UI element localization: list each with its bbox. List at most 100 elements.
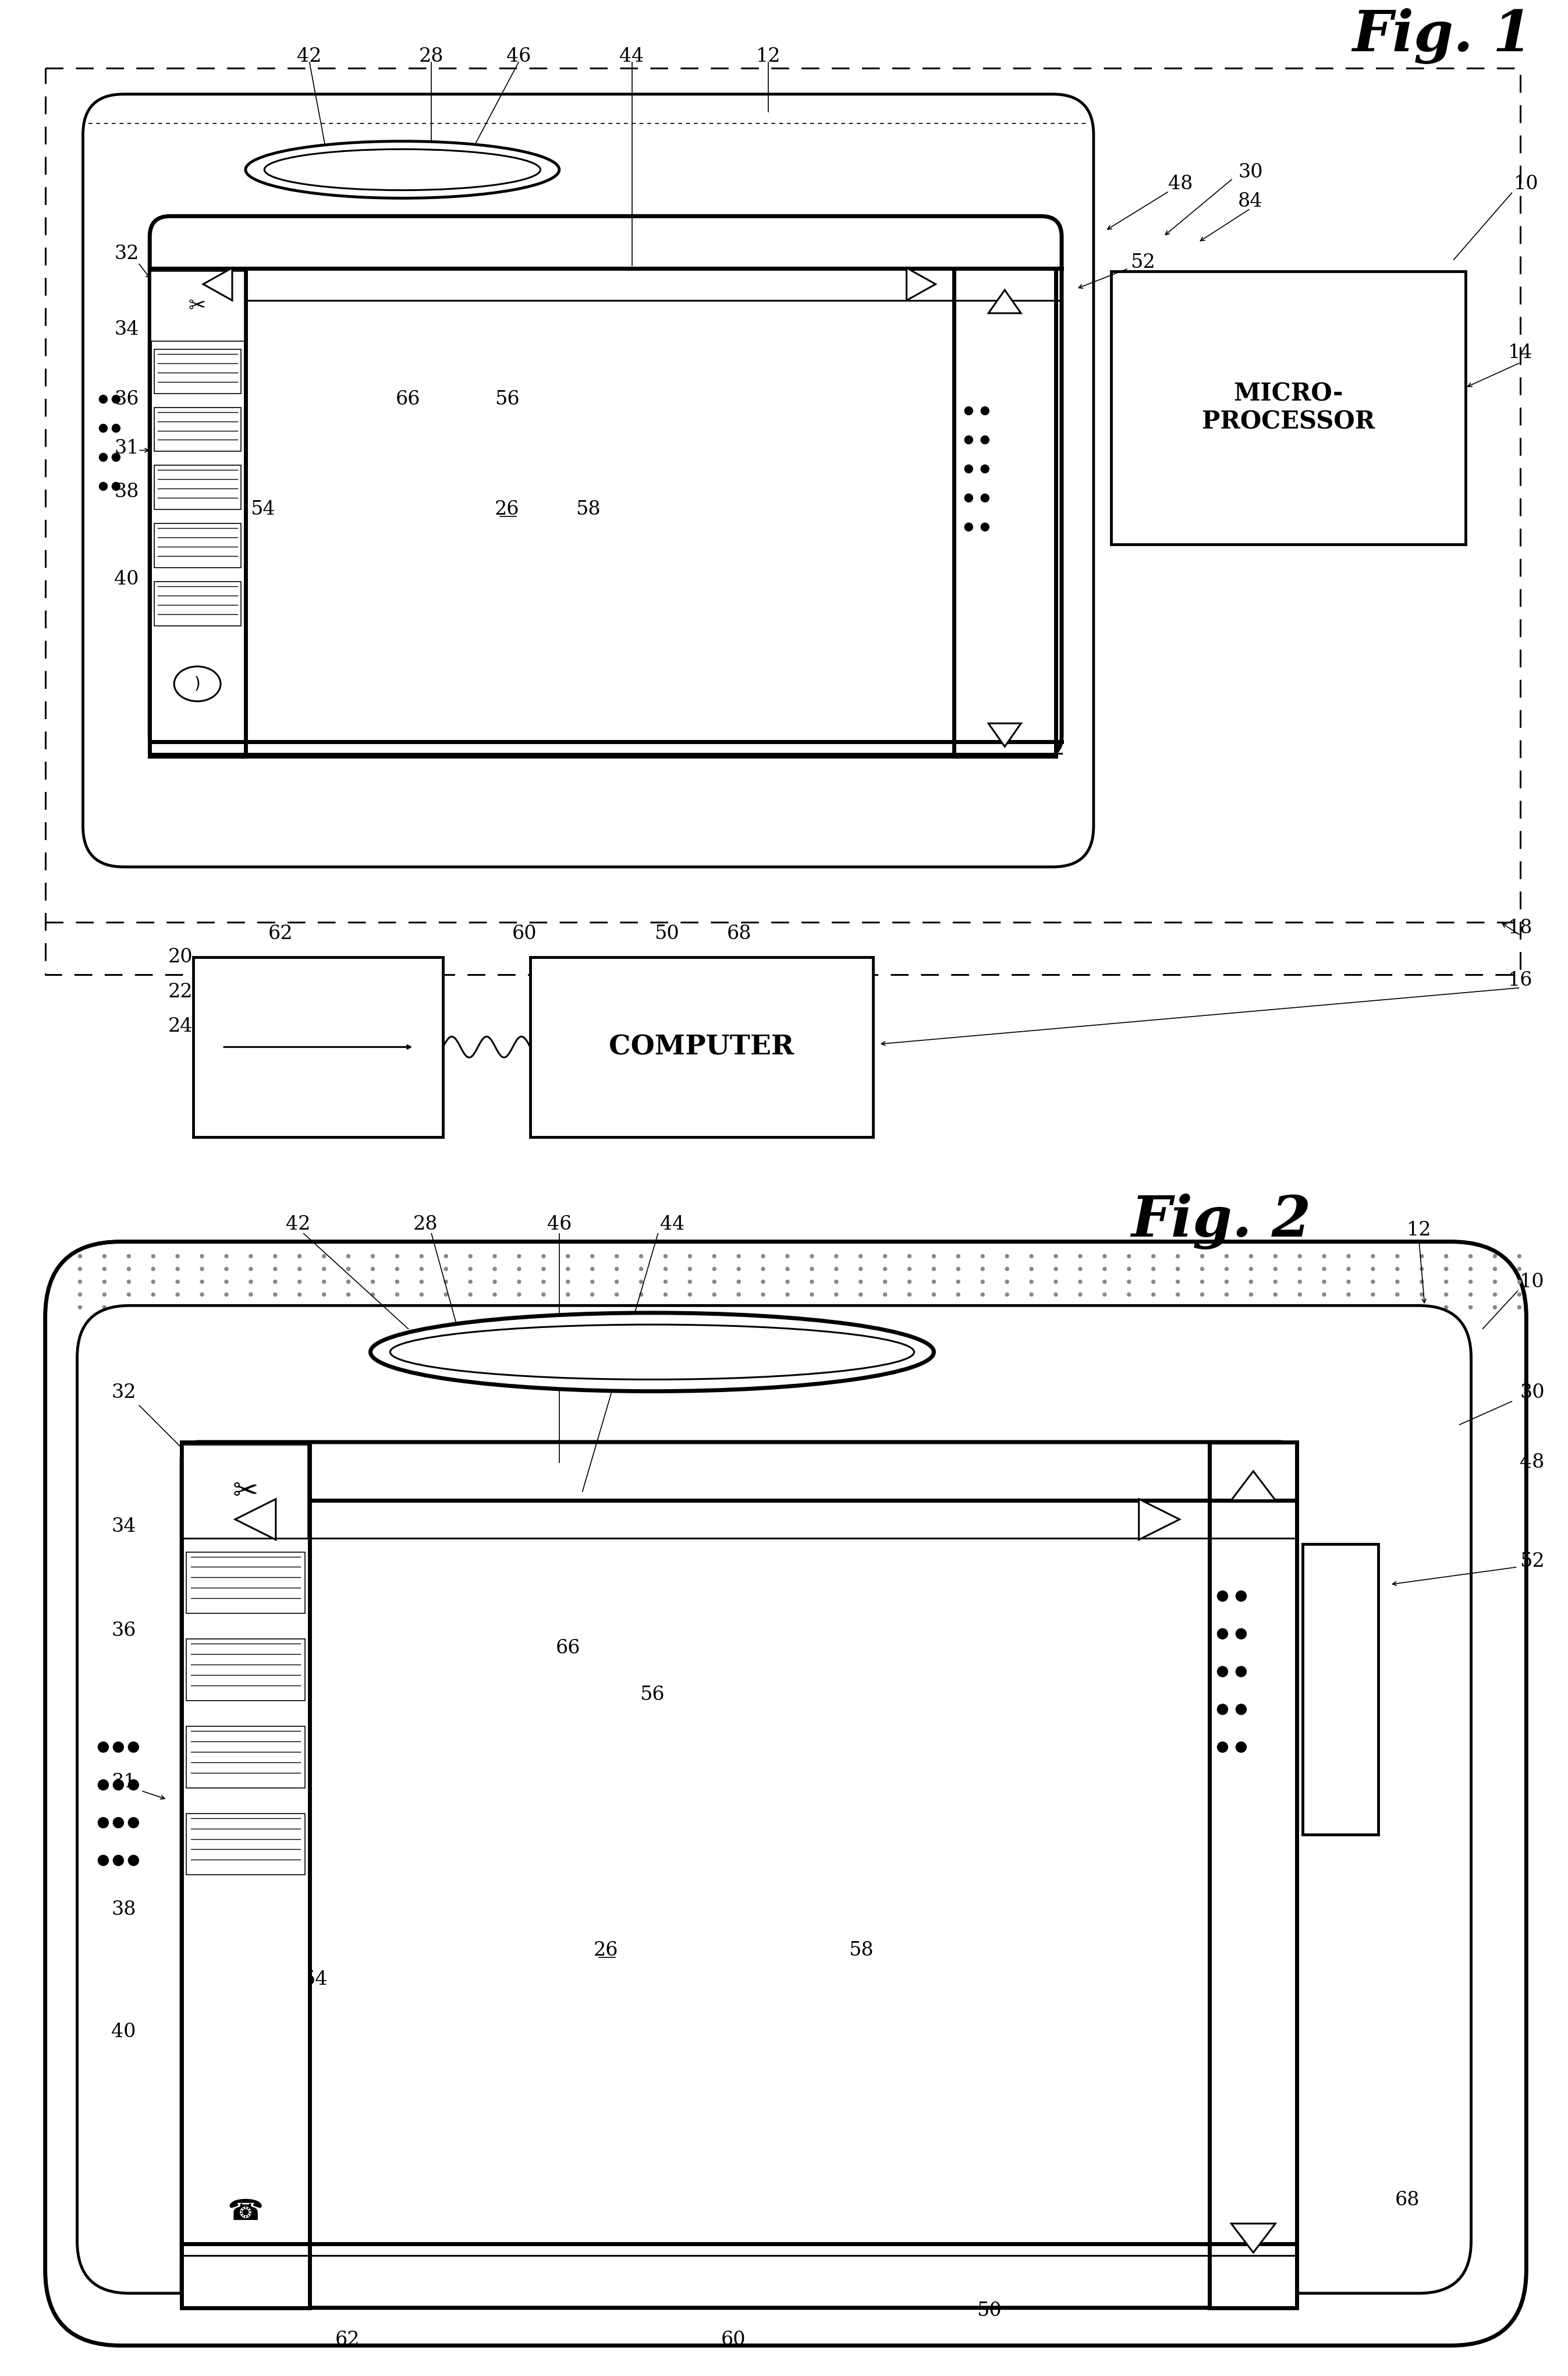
Text: 50: 50 bbox=[654, 924, 679, 943]
Circle shape bbox=[298, 1281, 301, 1283]
Circle shape bbox=[420, 1266, 423, 1271]
Text: 42: 42 bbox=[296, 48, 321, 67]
Text: 66: 66 bbox=[395, 390, 420, 409]
Circle shape bbox=[298, 1255, 301, 1257]
Circle shape bbox=[1127, 1293, 1131, 1297]
Circle shape bbox=[1102, 1266, 1107, 1271]
Circle shape bbox=[323, 1255, 326, 1257]
Text: 58: 58 bbox=[848, 1941, 873, 1960]
Circle shape bbox=[956, 1304, 960, 1309]
Circle shape bbox=[615, 1255, 618, 1257]
Circle shape bbox=[395, 1255, 398, 1257]
Circle shape bbox=[1176, 1304, 1179, 1309]
Circle shape bbox=[543, 1304, 546, 1309]
Circle shape bbox=[1273, 1281, 1276, 1283]
Text: 56: 56 bbox=[640, 1685, 665, 1704]
Circle shape bbox=[372, 1281, 375, 1283]
Circle shape bbox=[566, 1255, 569, 1257]
Circle shape bbox=[1201, 1304, 1204, 1309]
Circle shape bbox=[712, 1255, 717, 1257]
Circle shape bbox=[517, 1304, 521, 1309]
Circle shape bbox=[1396, 1255, 1399, 1257]
Text: 44: 44 bbox=[619, 48, 644, 67]
Circle shape bbox=[444, 1281, 448, 1283]
Circle shape bbox=[566, 1304, 569, 1309]
Circle shape bbox=[1347, 1293, 1350, 1297]
Bar bbox=[154, 349, 241, 394]
Text: 31: 31 bbox=[111, 1772, 136, 1792]
Circle shape bbox=[859, 1304, 862, 1309]
Circle shape bbox=[1347, 1304, 1350, 1309]
Circle shape bbox=[1444, 1266, 1447, 1271]
Circle shape bbox=[1225, 1293, 1228, 1297]
Circle shape bbox=[420, 1281, 423, 1283]
Circle shape bbox=[1298, 1266, 1301, 1271]
Circle shape bbox=[444, 1293, 448, 1297]
Text: Fig. 2: Fig. 2 bbox=[1132, 1193, 1311, 1250]
Circle shape bbox=[1201, 1255, 1204, 1257]
Circle shape bbox=[786, 1255, 789, 1257]
Circle shape bbox=[640, 1281, 643, 1283]
Text: 30: 30 bbox=[1239, 164, 1262, 183]
Circle shape bbox=[152, 1266, 155, 1271]
Circle shape bbox=[1421, 1255, 1424, 1257]
Circle shape bbox=[492, 1293, 497, 1297]
Ellipse shape bbox=[174, 665, 221, 701]
Circle shape bbox=[964, 406, 972, 416]
Text: ☎: ☎ bbox=[227, 2198, 263, 2226]
Text: COMPUTER: COMPUTER bbox=[608, 1034, 793, 1060]
Circle shape bbox=[1372, 1304, 1375, 1309]
Text: 32: 32 bbox=[114, 245, 140, 264]
Circle shape bbox=[1396, 1281, 1399, 1283]
Text: 60: 60 bbox=[721, 2331, 746, 2350]
Circle shape bbox=[1030, 1281, 1033, 1283]
Circle shape bbox=[1298, 1281, 1301, 1283]
Polygon shape bbox=[1231, 2224, 1275, 2252]
FancyBboxPatch shape bbox=[182, 1442, 1297, 2307]
Circle shape bbox=[176, 1266, 179, 1271]
Circle shape bbox=[931, 1266, 936, 1271]
Circle shape bbox=[78, 1266, 82, 1271]
Circle shape bbox=[1469, 1304, 1472, 1309]
Text: 10: 10 bbox=[1519, 1274, 1544, 1293]
Circle shape bbox=[273, 1266, 278, 1271]
Circle shape bbox=[688, 1304, 691, 1309]
Circle shape bbox=[102, 1304, 107, 1309]
Text: 48: 48 bbox=[1168, 176, 1193, 192]
Circle shape bbox=[956, 1293, 960, 1297]
Circle shape bbox=[1102, 1255, 1107, 1257]
Circle shape bbox=[78, 1304, 82, 1309]
Circle shape bbox=[908, 1304, 911, 1309]
Circle shape bbox=[615, 1281, 618, 1283]
Circle shape bbox=[883, 1266, 887, 1271]
Text: 31: 31 bbox=[114, 440, 140, 459]
Circle shape bbox=[762, 1255, 765, 1257]
Circle shape bbox=[859, 1255, 862, 1257]
Text: 58: 58 bbox=[575, 501, 601, 518]
Circle shape bbox=[956, 1281, 960, 1283]
Circle shape bbox=[129, 1856, 138, 1865]
Circle shape bbox=[1127, 1281, 1131, 1283]
Circle shape bbox=[1102, 1281, 1107, 1283]
Circle shape bbox=[1225, 1281, 1228, 1283]
Circle shape bbox=[444, 1304, 448, 1309]
Circle shape bbox=[469, 1255, 472, 1257]
Circle shape bbox=[1005, 1255, 1008, 1257]
Circle shape bbox=[1225, 1255, 1228, 1257]
Circle shape bbox=[640, 1304, 643, 1309]
Circle shape bbox=[1322, 1281, 1327, 1283]
Circle shape bbox=[78, 1281, 82, 1283]
Circle shape bbox=[908, 1255, 911, 1257]
Circle shape bbox=[591, 1281, 594, 1283]
Circle shape bbox=[1347, 1266, 1350, 1271]
Circle shape bbox=[1236, 1666, 1247, 1677]
Circle shape bbox=[712, 1304, 717, 1309]
Text: 40: 40 bbox=[111, 2022, 136, 2041]
Polygon shape bbox=[906, 268, 936, 299]
Circle shape bbox=[273, 1281, 278, 1283]
Text: 38: 38 bbox=[114, 482, 140, 501]
Circle shape bbox=[1469, 1281, 1472, 1283]
Circle shape bbox=[1079, 1266, 1082, 1271]
Circle shape bbox=[1151, 1266, 1156, 1271]
Circle shape bbox=[347, 1293, 350, 1297]
